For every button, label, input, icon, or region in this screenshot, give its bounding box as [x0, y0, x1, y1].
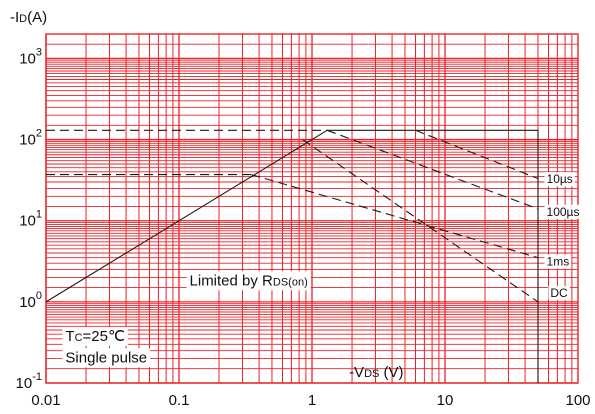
y-axis-label: -ID(A): [10, 9, 47, 26]
curve-label-1: 100µs: [544, 204, 582, 219]
svg-text:1ms: 1ms: [547, 255, 570, 269]
temperature-annotation: TC=25℃: [62, 326, 128, 346]
series-line-3: [251, 174, 539, 259]
x-tick-label-1: 0.1: [169, 392, 190, 409]
y-tick-label-0: 10-1: [16, 371, 42, 392]
svg-text:DC: DC: [550, 286, 568, 300]
y-tick-label-2: 101: [19, 209, 42, 230]
y-tick-label-3: 102: [19, 128, 42, 149]
series-line-4: [302, 139, 539, 303]
tick-labels: 0.01 0.1 1 10 100 10-1 100 101 102 103: [16, 46, 591, 409]
x-tick-label-2: 1: [308, 392, 316, 409]
x-tick-label-0: 0.01: [31, 392, 60, 409]
svg-text:Limited by RDS(on): Limited by RDS(on): [190, 272, 308, 289]
curve-label-0: 10µs: [544, 172, 575, 187]
grid: [45, 33, 579, 384]
svg-text:100µs: 100µs: [547, 205, 580, 219]
svg-text:TC=25℃: TC=25℃: [65, 328, 124, 345]
curve-label-2: 1ms: [544, 254, 572, 269]
x-tick-label-3: 10: [437, 392, 454, 409]
svg-text:10µs: 10µs: [547, 172, 573, 186]
series-layer: [45, 129, 539, 383]
series-line-1: [415, 129, 539, 180]
x-axis-label: -VDS (V): [349, 364, 403, 381]
series-line-0: [45, 129, 328, 303]
y-tick-label-4: 103: [19, 46, 42, 67]
single-pulse-annotation: Single pulse: [62, 348, 151, 368]
curve-label-3: DC: [548, 285, 571, 300]
svg-text:Single pulse: Single pulse: [65, 349, 147, 366]
series-line-2: [327, 129, 539, 210]
x-tick-label-4: 100: [565, 392, 590, 409]
y-tick-label-1: 100: [19, 290, 42, 311]
curve-labels: 10µs 100µs 1ms DC: [544, 172, 582, 300]
rds-limit-annotation: Limited by RDS(on): [186, 271, 311, 291]
